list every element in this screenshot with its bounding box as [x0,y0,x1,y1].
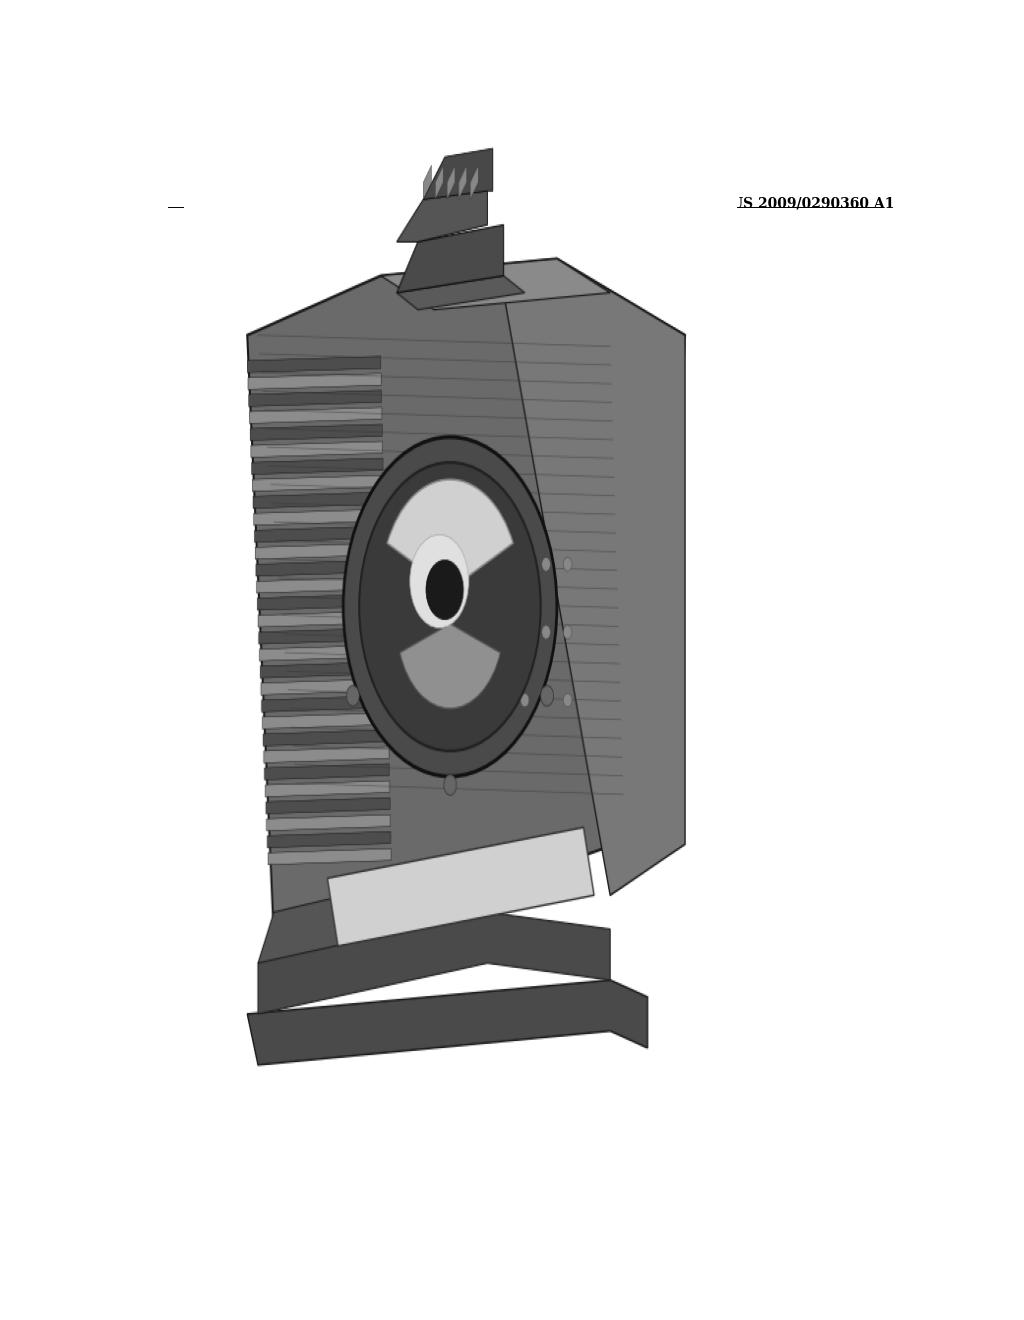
Text: 26: 26 [566,517,593,536]
Text: Patent Application Publication: Patent Application Publication [183,195,423,210]
Text: FIG.10: FIG.10 [632,973,730,1002]
Text: 20: 20 [595,573,622,591]
Text: US 2009/0290360 A1: US 2009/0290360 A1 [731,195,895,210]
Text: 12: 12 [618,411,645,430]
Text: 10: 10 [219,619,246,639]
Text: Nov. 26, 2009  Sheet 9 of 16: Nov. 26, 2009 Sheet 9 of 16 [352,195,570,210]
